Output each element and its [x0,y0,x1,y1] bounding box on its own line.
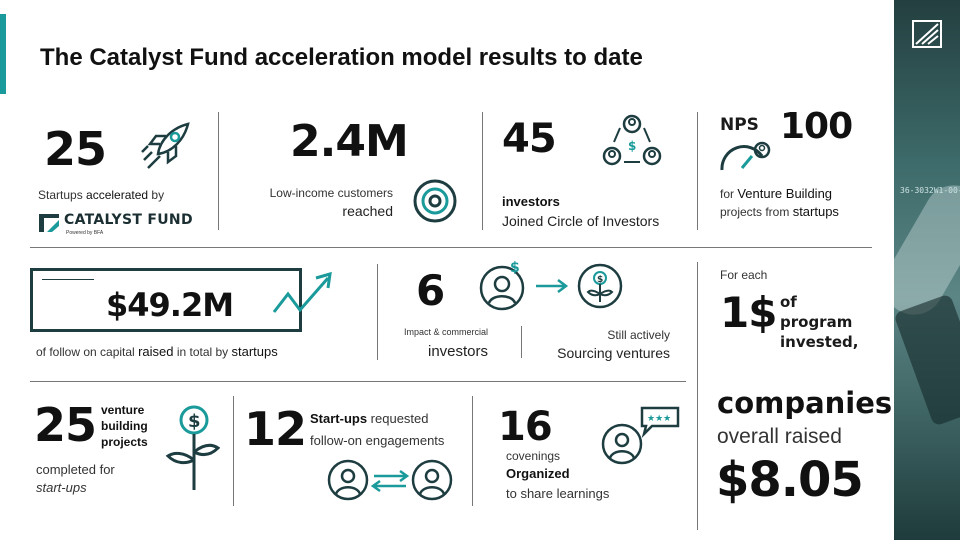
followon-value: 12 [244,402,307,456]
startups-caption: Startups accelerated by [38,188,165,202]
exchange-icon [327,459,453,501]
convenings-line1: covenings [506,449,561,463]
each-of: of [780,293,797,311]
convenings-line3: to share learnings [506,486,610,501]
customers-line2: reached [342,203,393,219]
catalyst-fund-subtitle: Powered by BFA [66,230,104,236]
venture-line1: venture [101,403,145,417]
followon-line2: follow-on engagements [310,433,445,448]
divider [218,112,219,230]
impact-left-big: investors [428,343,489,360]
gauge-icon [720,141,771,171]
divider [697,112,698,230]
impact-right-small: Still actively [607,328,670,342]
impact-left-small: Impact & commercial [404,327,489,337]
venture-line2: building [101,419,148,433]
venture-desc: venture building projects [101,402,148,450]
svg-text:$: $ [628,139,636,153]
venture-value: 25 [34,398,97,452]
each-companies: companies [717,386,893,420]
growth-arrow-icon [272,271,332,313]
right-arrow-icon [536,279,569,293]
row-divider [30,247,872,248]
customers-line1: Low-income customers [269,186,393,200]
convenings-value: 16 [498,404,553,450]
svg-text:$: $ [188,411,201,432]
each-value: 1$ [720,288,777,337]
impact-right-big: Sourcing ventures [557,345,670,361]
followon-line1: Start-ups requested [310,411,429,426]
impact-value: 6 [416,266,445,315]
divider [521,326,522,358]
divider [482,112,483,230]
catalyst-mark-icon [39,214,59,232]
investors-line2: Joined Circle of Investors [502,213,660,229]
side-panel-code: 36-3032W1-00-9 [900,186,960,195]
each-overall: overall raised [717,425,842,448]
investor-person-icon: $ [479,260,525,311]
capital-caption: of follow on capital raised in total by … [36,344,278,359]
money-plant-icon: $ [165,405,220,490]
convenings-line2: Organized [506,466,570,481]
capital-frame [30,268,302,332]
venture-sub1: completed for [36,462,115,477]
each-line1: For each [720,268,768,282]
investors-line1: investors [502,194,560,209]
svg-text:$: $ [510,260,520,276]
investors-value: 45 [502,116,557,162]
row-divider [30,381,686,382]
startups-value: 25 [44,122,107,176]
feedback-icon: ★★★ [601,406,680,465]
money-plant-icon: $ [577,263,623,309]
each-invested: invested, [780,333,859,351]
nps-label: NPS [720,115,759,135]
page-title: The Catalyst Fund acceleration model res… [40,44,643,71]
divider [377,264,378,360]
venture-line3: projects [101,435,148,449]
customers-value: 2.4M [290,116,409,167]
each-raised: $8.05 [716,452,864,508]
each-program: program [780,313,853,331]
nps-value: 100 [780,106,853,147]
accent-bar [0,14,6,94]
target-icon [413,179,457,223]
nps-line1: for Venture Building [720,186,833,201]
frame-tab [42,279,94,280]
rocket-icon [141,122,190,169]
svg-text:$: $ [597,275,603,285]
divider [233,396,234,506]
side-photo-panel: 36-3032W1-00-9 [894,0,960,540]
svg-text:★★★: ★★★ [647,414,671,424]
each-desc: of program invested, [780,292,858,352]
venture-sub2: start-ups [36,480,87,495]
divider [472,396,473,506]
divider [697,262,698,530]
investor-cycle-icon: $ [602,114,662,166]
catalyst-fund-name: CATALYST FUND [64,212,193,228]
corner-logo-icon [912,20,942,48]
capital-value: $49.2M [106,286,234,324]
nps-line2: projects from startups [720,204,839,219]
